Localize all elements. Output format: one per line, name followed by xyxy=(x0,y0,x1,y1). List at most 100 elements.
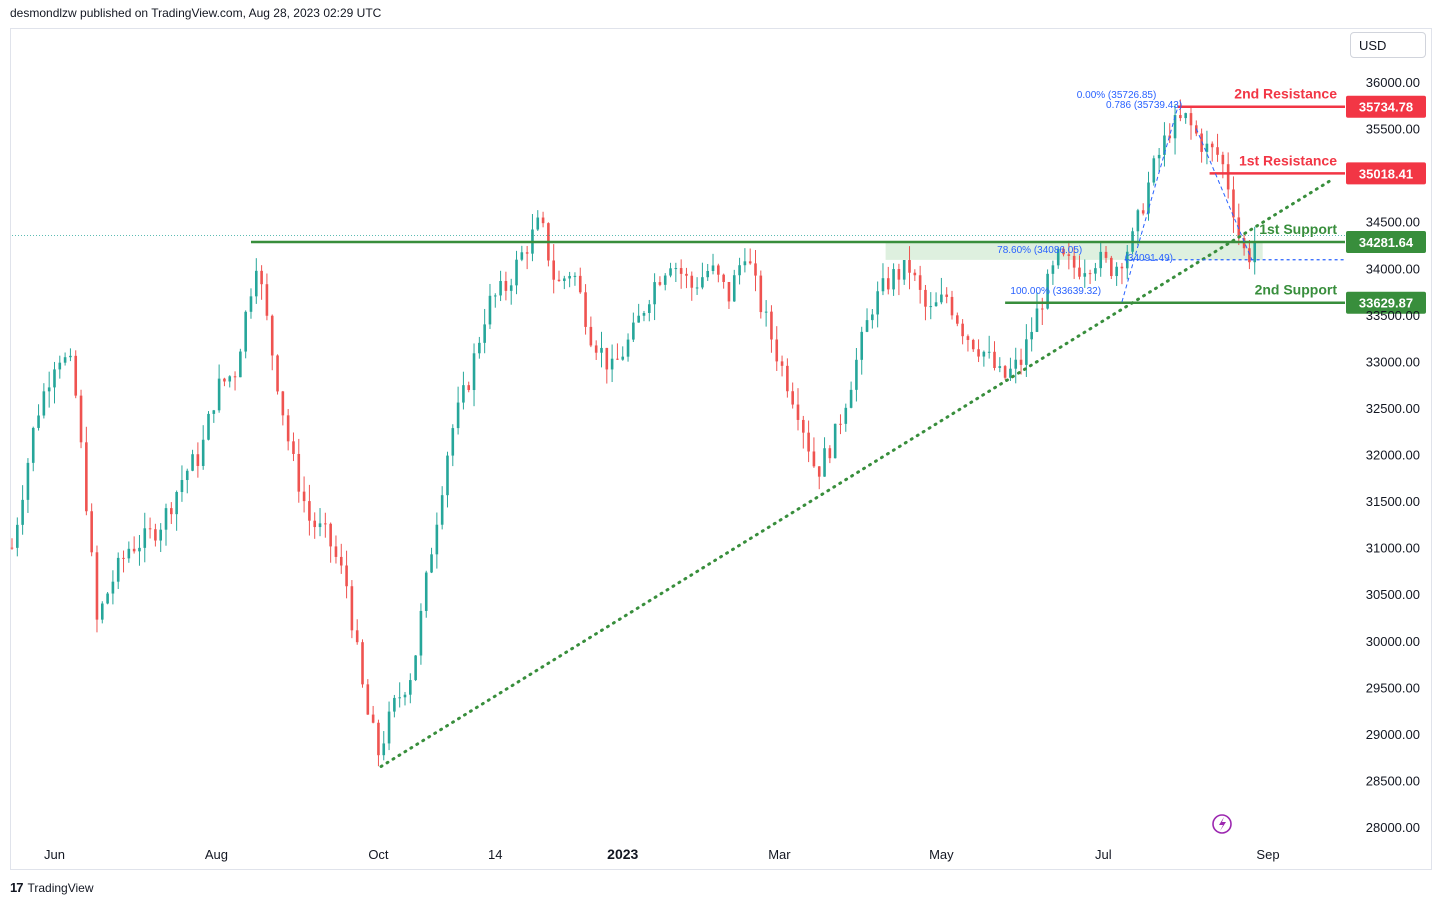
candle-body xyxy=(679,268,683,274)
candle-body xyxy=(440,495,444,525)
candle-body xyxy=(1030,331,1033,340)
candle-body xyxy=(488,295,492,325)
candle-body xyxy=(424,572,428,611)
y-tick-label: 34000.00 xyxy=(1366,261,1420,276)
candle-body xyxy=(886,278,890,290)
candle-body xyxy=(175,492,178,515)
candle-body xyxy=(1078,267,1081,277)
candle-body xyxy=(467,385,471,391)
replay-icon[interactable] xyxy=(1212,814,1232,834)
y-tick-label: 32000.00 xyxy=(1366,448,1420,463)
candle-body xyxy=(616,358,619,360)
x-tick-label: May xyxy=(929,847,954,862)
y-tick-label: 33000.00 xyxy=(1366,354,1420,369)
y-tick-label: 30000.00 xyxy=(1366,634,1420,649)
candle-body xyxy=(1205,143,1209,152)
candle-body xyxy=(254,270,258,297)
candle-body xyxy=(302,491,306,502)
candle-body xyxy=(1163,135,1166,155)
candle-body xyxy=(525,252,529,254)
price-tag-value: 34281.64 xyxy=(1359,235,1414,250)
candle-body xyxy=(244,311,247,352)
publish-header: desmondlzw published on TradingView.com,… xyxy=(10,6,382,20)
candle-body xyxy=(308,501,311,521)
tradingview-logo[interactable]: 17 TradingView xyxy=(10,880,94,895)
candle-body xyxy=(833,423,837,459)
candle-body xyxy=(956,315,959,324)
candle-body xyxy=(642,312,646,316)
candle-body xyxy=(106,593,109,604)
candle-body xyxy=(908,260,911,273)
candle-body xyxy=(1248,248,1251,263)
candle-body xyxy=(85,442,88,512)
level-label-2nd-resistance: 2nd Resistance xyxy=(1234,86,1337,102)
candle-body xyxy=(918,275,922,290)
price-tag-1st-support xyxy=(1346,231,1426,254)
candle-body xyxy=(154,529,157,541)
x-axis: Jun Aug Oct 14 2023 Mar May Jul Sep xyxy=(44,846,1280,862)
candle-body xyxy=(361,642,364,685)
candle-body xyxy=(462,385,465,403)
candle-body xyxy=(934,302,938,307)
candle-body xyxy=(780,361,784,366)
candle-body xyxy=(1088,273,1092,275)
x-tick-label: Jul xyxy=(1095,847,1112,862)
currency-button[interactable]: USD xyxy=(1350,32,1426,58)
candle-body xyxy=(515,259,518,286)
y-tick-label: 31500.00 xyxy=(1366,494,1420,509)
chart-frame xyxy=(10,28,1432,870)
candle-body xyxy=(1104,251,1108,258)
candle-body xyxy=(594,345,598,353)
candle-body xyxy=(207,413,210,440)
candle-body xyxy=(621,356,625,360)
candle-body xyxy=(148,528,152,530)
candle-body xyxy=(170,508,173,515)
candle-body xyxy=(663,275,667,285)
candle-body xyxy=(122,557,125,559)
candle-body xyxy=(584,292,587,327)
candle-body xyxy=(690,275,694,288)
candle-body xyxy=(10,547,14,549)
candle-body xyxy=(1210,143,1214,148)
candle-body xyxy=(1025,339,1028,365)
candle-body xyxy=(759,275,763,313)
candle-body xyxy=(849,389,853,408)
candle-body xyxy=(223,378,226,382)
level-label-1st-resistance: 1st Resistance xyxy=(1239,152,1337,168)
candle-body xyxy=(31,427,35,463)
candle-body xyxy=(138,547,141,552)
candle-body xyxy=(1115,266,1118,277)
candle-body xyxy=(47,387,51,392)
candle-body xyxy=(685,273,688,276)
candle-body xyxy=(1035,308,1039,332)
candle-body xyxy=(456,402,460,429)
candle-body xyxy=(711,265,715,271)
candle-body xyxy=(79,395,83,443)
y-tick-label: 36000.00 xyxy=(1366,75,1420,90)
candle-body xyxy=(637,315,640,323)
y-tick-label: 32500.00 xyxy=(1366,401,1420,416)
y-tick-label: 28500.00 xyxy=(1366,773,1420,788)
candle-body xyxy=(589,326,593,346)
candle-body xyxy=(239,351,242,378)
candle-body xyxy=(563,278,566,282)
candle-body xyxy=(191,454,194,471)
candle-body xyxy=(924,289,927,307)
x-tick-label: Jun xyxy=(44,847,65,862)
candle-body xyxy=(1253,242,1257,263)
candle-body xyxy=(855,359,858,390)
candle-body xyxy=(414,655,417,681)
candle-body xyxy=(350,586,354,631)
tradingview-brand-text: TradingView xyxy=(27,880,94,895)
candle-body xyxy=(844,407,848,424)
candle-body xyxy=(297,453,301,492)
candle-body xyxy=(270,315,274,356)
candle-body xyxy=(159,529,163,541)
candle-body xyxy=(504,281,508,291)
candle-body xyxy=(653,282,656,305)
candle-body xyxy=(451,428,455,456)
labels-layer: 2nd Resistance 35734.78 1st Resistance 3501… xyxy=(997,86,1426,314)
candle-body xyxy=(897,269,901,280)
candle-body xyxy=(881,278,885,292)
